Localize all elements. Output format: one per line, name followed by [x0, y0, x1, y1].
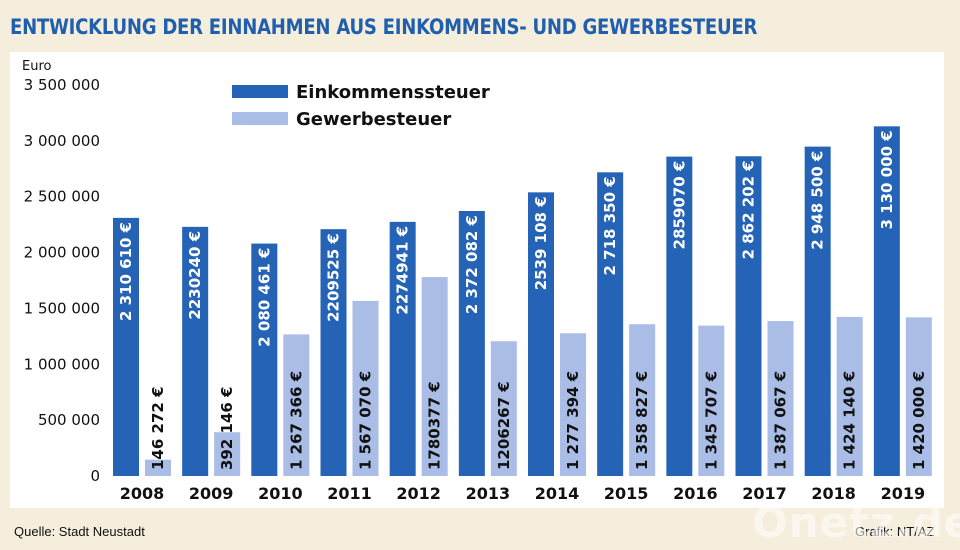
bar-label-gewerbesteuer: 1 345 707 €: [702, 371, 720, 470]
bar-label-gewerbesteuer: 1 267 366 €: [287, 371, 305, 470]
bar-label-gewerbesteuer: 1 387 067 €: [772, 371, 790, 470]
bar-gewerbesteuer: [490, 341, 517, 476]
x-tick-label: 2011: [327, 484, 372, 503]
bar-label-gewerbesteuer: 1 424 140 €: [841, 371, 859, 470]
x-tick-label: 2010: [258, 484, 303, 503]
x-tick-label: 2008: [120, 484, 165, 503]
bar-einkommenssteuer: [251, 243, 278, 476]
bar-gewerbesteuer: [629, 324, 656, 476]
watermark-logo: Onetz.de: [752, 498, 960, 547]
bar-gewerbesteuer: [698, 325, 725, 476]
legend-label-einkommenssteuer: Einkommenssteuer: [296, 82, 490, 103]
bar-gewerbesteuer: [421, 277, 448, 476]
x-tick-label: 2012: [396, 484, 441, 503]
x-tick-label: 2014: [535, 484, 580, 503]
bar-label-einkommenssteuer: 2 080 461 €: [255, 248, 273, 347]
bar-gewerbesteuer: [283, 334, 310, 476]
y-tick-label: 3 000 000: [24, 132, 100, 150]
bar-label-gewerbesteuer: 392 146 €: [218, 386, 236, 470]
legend-swatch-einkommenssteuer: [232, 85, 288, 98]
bars: 2 310 610 € 146 272 € 2230240 € 392 146 € 2 …: [113, 126, 932, 477]
bar-einkommenssteuer: [113, 217, 139, 476]
x-tick-label: 2015: [604, 484, 649, 503]
source-note: Quelle: Stadt Neustadt: [14, 524, 145, 539]
bar-einkommenssteuer: [873, 126, 900, 476]
x-tick-label: 2017: [742, 484, 787, 503]
bar-label-gewerbesteuer: 1780377 €: [426, 381, 444, 470]
bar-label-einkommenssteuer: 2230240 €: [186, 231, 204, 320]
bar-label-gewerbesteuer: 1 277 394 €: [564, 371, 582, 470]
y-tick-label: 1 500 000: [24, 299, 100, 317]
x-tick-label: 2016: [673, 484, 718, 503]
y-tick-label: 3 500 000: [24, 76, 100, 94]
x-tick-label: 2019: [881, 484, 926, 503]
bar-einkommenssteuer: [389, 221, 416, 476]
y-tick-label: 2 500 000: [24, 188, 100, 206]
bar-label-einkommenssteuer: 3 130 000 €: [878, 130, 896, 229]
bar-label-gewerbesteuer: 1 358 827 €: [633, 371, 651, 470]
y-tick-label: 500 000: [38, 411, 100, 429]
bar-einkommenssteuer: [182, 226, 209, 476]
legend: Einkommenssteuer Gewerbesteuer: [232, 82, 490, 130]
bar-chart: Euro 0 500 000 1 000 000 1 500 000 2 000 000…: [22, 59, 932, 503]
bar-label-einkommenssteuer: 2 718 350 €: [601, 176, 619, 275]
bar-einkommenssteuer: [666, 156, 693, 476]
y-axis-ticks: 0 500 000 1 000 000 1 500 000 2 000 000 2 500…: [24, 76, 100, 485]
bar-label-gewerbesteuer: 1 420 000 €: [910, 371, 928, 470]
bar-label-einkommenssteuer: 2 310 610 €: [117, 222, 135, 321]
bar-einkommenssteuer: [458, 211, 485, 476]
graphic-credit: Grafik: NT/AZ: [855, 524, 935, 539]
bar-label-einkommenssteuer: 2 862 202 €: [740, 160, 758, 259]
bar-label-einkommenssteuer: 2209525 €: [325, 233, 343, 322]
chart-panel: Euro 0 500 000 1 000 000 1 500 000 2 000 000…: [10, 52, 944, 508]
bar-einkommenssteuer: [735, 156, 762, 476]
chart-title: ENTWICKLUNG DER EINNAHMEN AUS EINKOMMENS…: [10, 15, 758, 39]
y-tick-label: 1 000 000: [24, 355, 100, 373]
bar-label-einkommenssteuer: 2539 108 €: [532, 196, 550, 290]
bar-einkommenssteuer: [528, 192, 554, 476]
bar-label-gewerbesteuer: 1 567 070 €: [357, 371, 375, 470]
x-tick-label: 2018: [811, 484, 856, 503]
bar-label-gewerbesteuer: 146 272 €: [149, 386, 167, 470]
bar-gewerbesteuer: [767, 321, 794, 476]
bar-gewerbesteuer: [214, 432, 241, 476]
y-axis-label: Euro: [22, 59, 52, 74]
bar-label-einkommenssteuer: 2274941 €: [394, 226, 412, 315]
bar-gewerbesteuer: [352, 300, 379, 476]
y-tick-label: 2 000 000: [24, 244, 100, 262]
bar-label-einkommenssteuer: 2 948 500 €: [809, 151, 827, 250]
y-tick-label: 0: [90, 467, 100, 485]
legend-label-gewerbesteuer: Gewerbesteuer: [296, 109, 451, 130]
bar-label-einkommenssteuer: 2859070 €: [670, 161, 688, 250]
bar-einkommenssteuer: [320, 229, 347, 476]
bar-einkommenssteuer: [804, 146, 831, 477]
bar-gewerbesteuer: [905, 317, 932, 476]
x-tick-label: 2009: [189, 484, 234, 503]
bar-label-einkommenssteuer: 2 372 082 €: [463, 215, 481, 314]
x-axis-labels: 2008 2009 2010 2011 2012 2013 2014 2015 2016 2017…: [120, 484, 925, 503]
bar-gewerbesteuer: [836, 316, 863, 476]
bar-gewerbesteuer: [560, 333, 586, 476]
bar-gewerbesteuer: [145, 459, 171, 476]
bar-einkommenssteuer: [597, 172, 624, 476]
bar-label-gewerbesteuer: 1206267 €: [495, 381, 513, 470]
x-tick-label: 2013: [466, 484, 511, 503]
legend-swatch-gewerbesteuer: [232, 112, 288, 125]
